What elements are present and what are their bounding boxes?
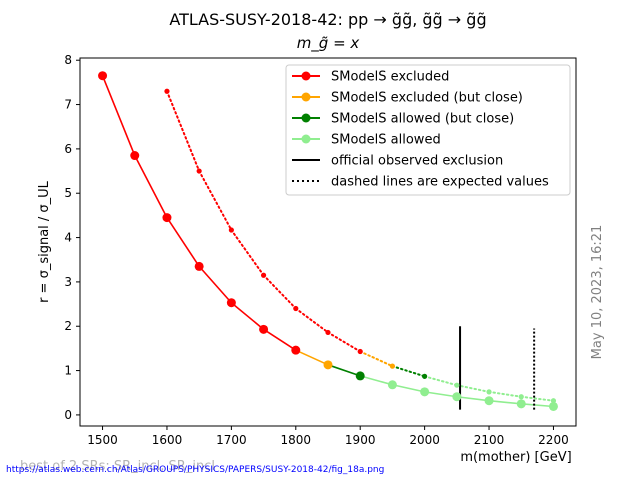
observed-line-segment [456, 395, 490, 402]
y-tick-label: 8 [64, 53, 72, 67]
observed-point [452, 392, 462, 402]
plot-frame [79, 57, 577, 427]
observed-line-segment [134, 155, 168, 218]
observed-point [548, 401, 558, 411]
legend-swatch-marker [301, 134, 311, 144]
observed-line-segment [392, 383, 425, 393]
observed-point [162, 213, 172, 223]
expected-line-segment [327, 331, 362, 353]
observed-point [484, 396, 494, 406]
expected-line-segment [359, 350, 394, 368]
observed-point [226, 298, 236, 308]
legend-swatch-marker [301, 113, 311, 123]
observed-point [98, 71, 108, 81]
observed-point [355, 371, 365, 381]
observed-series-points [98, 71, 558, 411]
expected-point [293, 305, 299, 312]
legend-label: SModelS excluded [331, 70, 449, 85]
footer-note: best of 2 SRs: SR_incl, SR_incl [20, 459, 215, 474]
x-tick-label: 1700 [216, 433, 247, 447]
expected-series-points [164, 88, 557, 404]
x-tick-label: 2100 [474, 433, 505, 447]
observed-point [323, 360, 333, 370]
observed-line-segment [263, 328, 297, 351]
observed-point [194, 261, 204, 271]
y-tick-label: 6 [64, 142, 72, 156]
observed-line-segment [101, 75, 136, 156]
expected-point [422, 373, 428, 379]
expected-point [550, 398, 557, 404]
legend-label: dashed lines are expected values [331, 175, 549, 190]
x-tick-label: 1800 [281, 433, 312, 447]
expected-point [454, 382, 460, 388]
expected-point [228, 227, 234, 233]
legend-label: SModelS allowed [331, 133, 441, 148]
y-axis-ticks: 0 1 2 3 4 5 6 7 8 [64, 53, 80, 422]
legend-label: SModelS excluded (but close) [331, 91, 523, 106]
y-tick-label: 5 [64, 186, 72, 200]
chart-title-line1: ATLAS-SUSY-2018-42: pp → g̃g̃, g̃g̃ → g̃… [169, 10, 486, 29]
expected-line-segment [230, 229, 265, 277]
expected-series-lines [165, 90, 555, 402]
observed-point [387, 380, 397, 390]
observed-point [259, 324, 269, 334]
x-tick-label: 2000 [409, 433, 440, 447]
expected-line-segment [165, 90, 201, 173]
y-axis-label: r = σ_signal / σ_UL [37, 180, 52, 303]
legend-label: official observed exclusion [331, 154, 503, 169]
expected-point [325, 329, 331, 336]
chart-title-line2: m_g̃ = x [297, 34, 360, 53]
expected-line-segment [262, 274, 297, 310]
legend: SModelS excluded SModelS excluded (but cl… [285, 64, 571, 196]
y-tick-label: 2 [64, 319, 72, 333]
x-tick-label: 1600 [152, 433, 183, 447]
expected-line-segment [520, 395, 555, 402]
expected-line-segment [423, 375, 458, 387]
expected-point [260, 272, 267, 278]
x-axis-ticks: 1500 1600 1700 1800 1900 2000 2100 2200 [87, 426, 569, 447]
expected-line-segment [391, 365, 426, 378]
y-tick-label: 7 [64, 98, 72, 112]
observed-line-segment [488, 399, 522, 405]
y-tick-label: 4 [64, 231, 72, 245]
legend-label: SModelS allowed (but close) [331, 112, 514, 127]
y-tick-label: 1 [64, 364, 72, 378]
observed-line-segment [198, 265, 232, 304]
legend-swatch-marker [301, 71, 311, 81]
expected-line-segment [488, 390, 523, 398]
observed-line-segment [424, 391, 457, 398]
legend-swatch-marker [301, 92, 311, 102]
observed-line-segment [521, 403, 554, 408]
expected-point [196, 168, 202, 174]
expected-line-segment [455, 384, 491, 393]
observed-point [516, 399, 526, 409]
expected-line-segment [198, 170, 233, 232]
x-tick-label: 1900 [345, 433, 376, 447]
y-tick-label: 0 [64, 408, 72, 422]
observed-point [291, 345, 301, 355]
expected-point [518, 394, 524, 400]
observed-series-lines [101, 75, 554, 408]
expected-point [486, 389, 492, 395]
y-tick-label: 3 [64, 275, 72, 289]
expected-point [357, 348, 363, 355]
observed-line-segment [230, 302, 265, 330]
x-tick-label: 1500 [87, 433, 118, 447]
observed-line-segment [327, 364, 361, 377]
source-url-link[interactable]: https://atlas.web.cern.ch/Atlas/GROUPS/P… [6, 465, 384, 475]
observed-line-segment [359, 375, 393, 386]
x-axis-label: m(mother) [GeV] [460, 450, 571, 465]
observed-line-segment [295, 349, 329, 366]
expected-point [389, 363, 396, 369]
expected-point [164, 88, 170, 94]
timestamp: May 10, 2023, 16:21 [590, 225, 605, 360]
observed-point [420, 387, 430, 397]
observed-line-segment [166, 217, 200, 267]
expected-line-segment [294, 307, 329, 334]
legend-box [285, 64, 571, 196]
x-tick-label: 2200 [538, 433, 569, 447]
observed-point [130, 151, 140, 161]
